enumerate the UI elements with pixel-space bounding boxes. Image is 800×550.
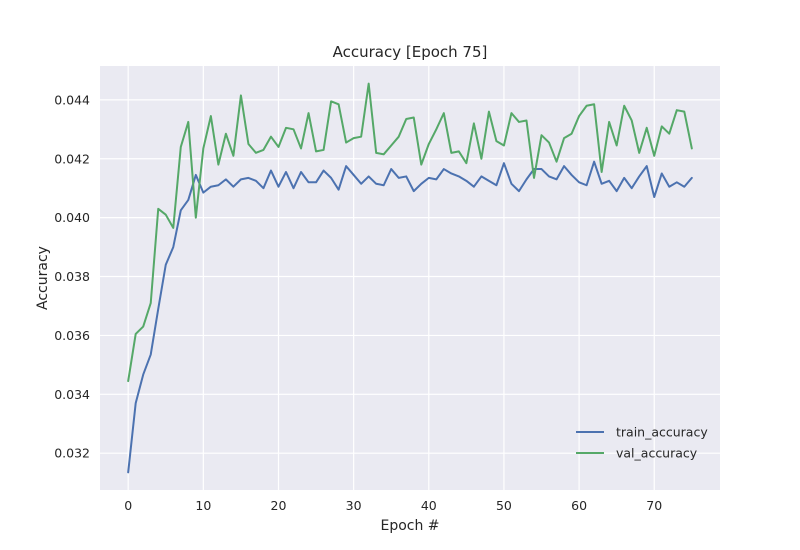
legend-label: train_accuracy [616, 425, 708, 440]
x-tick-label: 0 [124, 498, 132, 513]
x-tick-label: 60 [571, 498, 587, 513]
series-line-train-accuracy [127, 160, 693, 474]
y-tick-label: 0.042 [54, 151, 90, 166]
x-tick-label: 70 [646, 498, 662, 513]
x-tick-label: 40 [421, 498, 437, 513]
y-tick-label: 0.036 [54, 328, 90, 343]
y-tick-label: 0.032 [54, 446, 90, 461]
tick-labels: 0 10 20 30 40 50 60 70 0.032 0.034 0.036 0.038 0.040… [54, 92, 662, 513]
y-tick-label: 0.038 [54, 269, 90, 284]
series-lines [127, 82, 693, 474]
x-tick-label: 20 [271, 498, 287, 513]
series-line-val-accuracy [127, 82, 693, 383]
x-axis-label: Epoch # [380, 518, 439, 534]
y-tick-label: 0.040 [54, 210, 90, 225]
legend-label: val_accuracy [616, 446, 698, 461]
y-tick-label: 0.034 [54, 387, 90, 402]
x-tick-label: 10 [195, 498, 211, 513]
x-tick-label: 30 [346, 498, 362, 513]
y-tick-label: 0.044 [54, 92, 90, 107]
y-axis-label: Accuracy [35, 246, 51, 310]
legend: train_accuracy val_accuracy [576, 425, 708, 461]
chart-title: Accuracy [Epoch 75] [333, 43, 488, 61]
grid-lines [100, 66, 720, 490]
x-tick-label: 50 [496, 498, 512, 513]
